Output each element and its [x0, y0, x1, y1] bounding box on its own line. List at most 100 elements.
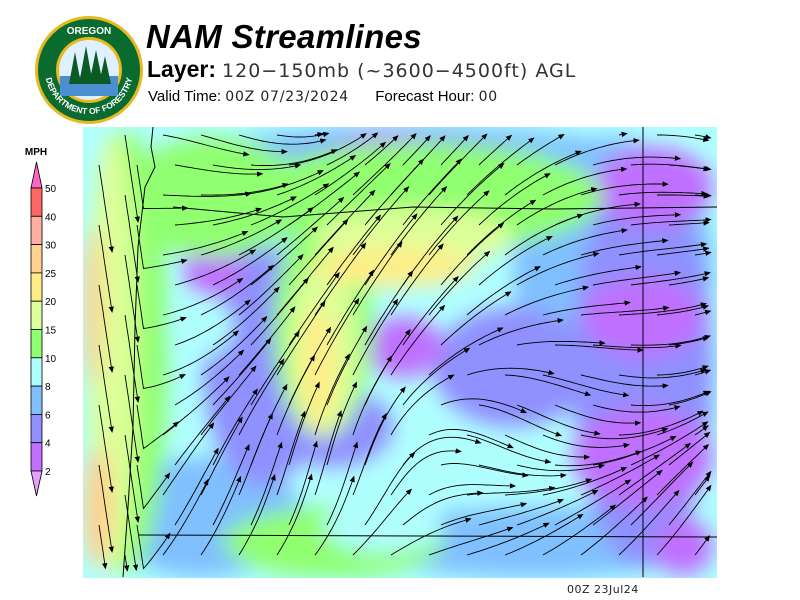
streamline	[364, 213, 418, 286]
valid-time-value: 00Z 07/23/2024	[225, 89, 350, 105]
streamline	[554, 450, 642, 467]
streamline	[238, 170, 324, 196]
streamline	[466, 434, 552, 464]
streamline	[390, 517, 472, 556]
streamline	[238, 134, 327, 145]
streamline	[668, 220, 710, 226]
streamline	[656, 411, 709, 436]
streamline	[504, 150, 582, 196]
streamline	[656, 304, 709, 316]
wind-speed-region	[173, 297, 233, 357]
streamline	[478, 498, 565, 526]
streamline	[656, 246, 710, 256]
streamline	[478, 318, 564, 346]
streamline	[542, 374, 630, 398]
streamline	[428, 133, 488, 196]
streamline	[428, 190, 490, 256]
streamline	[276, 246, 334, 316]
streamline	[174, 349, 245, 406]
legend-unit: MPH	[25, 147, 47, 158]
streamline	[542, 466, 628, 496]
streamline	[162, 191, 252, 197]
streamline-map	[83, 127, 717, 578]
streamline	[98, 404, 114, 493]
streamline	[466, 485, 556, 496]
legend-tick-label: 20	[45, 297, 57, 308]
streamline	[516, 251, 600, 286]
streamline	[630, 217, 712, 226]
streamline	[276, 410, 306, 496]
streamline	[124, 434, 140, 523]
streamline	[276, 300, 326, 376]
streamline	[174, 207, 263, 226]
streamline	[200, 316, 268, 376]
streamline	[554, 138, 640, 166]
streamline	[542, 434, 630, 449]
layer-line: Layer: 120−150mb (~3600−4500ft) AGL	[147, 56, 576, 83]
streamline	[542, 166, 628, 196]
streamline	[630, 421, 709, 466]
valid-time-label: Valid Time:	[148, 88, 222, 105]
streamline	[212, 443, 250, 526]
streamline	[124, 314, 140, 403]
streamline	[694, 250, 712, 256]
streamline	[428, 428, 514, 449]
legend-arrow-top	[30, 161, 43, 189]
layer-value: 120−150mb (~3600−4500ft) AGL	[222, 60, 577, 82]
streamline	[402, 215, 459, 286]
streamline	[516, 489, 599, 526]
streamline	[98, 284, 114, 373]
streamline	[694, 369, 712, 376]
streamline	[352, 412, 387, 496]
streamline	[694, 192, 712, 199]
legend-arrow-bottom	[30, 470, 43, 497]
legend-swatch	[30, 244, 43, 274]
streamline	[554, 201, 641, 226]
legend-tick-label: 4	[45, 439, 51, 450]
streamline	[440, 398, 527, 414]
streamline	[314, 242, 367, 316]
legend-tick-label: 40	[45, 212, 57, 223]
legend-swatch	[30, 187, 43, 217]
streamline	[174, 395, 231, 466]
streamline	[200, 183, 289, 196]
streamline	[390, 186, 448, 256]
streamline	[314, 189, 376, 256]
streamline	[200, 365, 257, 436]
streamline	[618, 368, 707, 379]
streamline	[162, 134, 250, 157]
streamline	[656, 365, 709, 376]
wind-speed-legend: MPH 50 40 30 25 20 15 10 8 6 4 2	[25, 147, 57, 497]
streamline	[276, 154, 357, 196]
wind-speed-region	[300, 307, 336, 427]
wind-speed-region	[323, 502, 443, 552]
streamline	[516, 404, 601, 436]
streamline	[352, 298, 399, 376]
streamline	[694, 535, 710, 556]
streamline	[98, 524, 108, 570]
streamline	[440, 291, 512, 346]
legend-swatch	[30, 442, 43, 472]
streamline	[390, 243, 444, 316]
streamline	[504, 434, 591, 460]
streamline	[390, 304, 446, 376]
streamline	[314, 141, 387, 196]
legend-tick-label: 10	[45, 354, 57, 365]
streamline	[630, 461, 694, 526]
streamline	[136, 524, 171, 570]
streamline	[124, 134, 140, 223]
streamline	[542, 228, 628, 256]
streamline	[136, 284, 187, 330]
streamline	[364, 135, 399, 166]
streamline	[592, 212, 682, 226]
streamline	[326, 381, 358, 466]
wind-speed-region	[363, 317, 443, 377]
streamline	[352, 186, 410, 256]
streamline	[668, 470, 712, 526]
streamline	[618, 489, 680, 556]
wind-speed-region	[83, 227, 103, 387]
streamline	[200, 264, 275, 316]
streamline	[554, 404, 642, 426]
streamline	[592, 155, 682, 166]
streamline	[580, 374, 669, 389]
